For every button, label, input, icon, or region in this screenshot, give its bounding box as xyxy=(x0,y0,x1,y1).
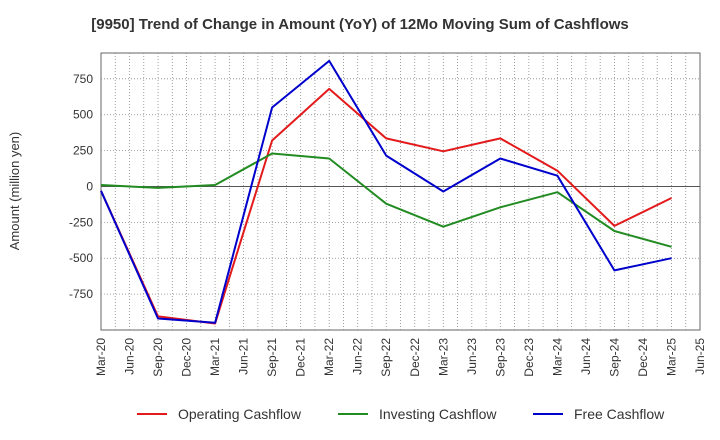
y-tick-label: -750 xyxy=(69,287,93,301)
x-tick-label: Dec-21 xyxy=(294,338,308,377)
y-tick-label: 0 xyxy=(86,179,93,193)
x-tick-label: Mar-23 xyxy=(436,338,450,376)
x-tick-label: Dec-22 xyxy=(408,338,422,377)
x-tick-label: Dec-23 xyxy=(522,338,536,377)
chart-title: [9950] Trend of Change in Amount (YoY) o… xyxy=(91,16,629,33)
x-tick-label: Dec-24 xyxy=(636,338,650,377)
x-tick-label: Sep-21 xyxy=(265,338,279,377)
grid-layer xyxy=(100,52,701,331)
x-tick-label: Sep-20 xyxy=(151,338,165,377)
y-tick-label: 500 xyxy=(73,108,93,122)
x-tick-label: Jun-21 xyxy=(237,338,251,375)
axis-layer: 750 500 250 0 -250 -500 -750 Mar-20 Jun-20 Sep-20… xyxy=(69,72,707,377)
legend-label-operating-cashflow: Operating Cashflow xyxy=(178,406,302,422)
legend-label-investing-cashflow: Investing Cashflow xyxy=(379,406,497,422)
series-line-investing-cashflow xyxy=(100,152,672,248)
legend: Operating Cashflow Investing Cashflow Free… xyxy=(137,406,665,422)
x-tick-label: Jun-22 xyxy=(351,338,365,375)
x-tick-label: Mar-25 xyxy=(664,338,678,376)
series-line-free-cashflow xyxy=(100,59,672,324)
x-tick-label: Jun-24 xyxy=(579,338,593,375)
x-tick-label: Sep-22 xyxy=(379,338,393,377)
x-tick-label: Dec-20 xyxy=(180,338,194,377)
x-tick-label: Mar-22 xyxy=(322,338,336,376)
x-tick-label: Jun-25 xyxy=(693,338,707,375)
x-tick-label: Jun-20 xyxy=(123,338,137,375)
y-tick-label: 750 xyxy=(73,72,93,86)
x-tick-label: Mar-24 xyxy=(550,338,564,376)
y-tick-label: -250 xyxy=(69,215,93,229)
x-tick-label: Sep-24 xyxy=(607,338,621,377)
series-layer xyxy=(100,59,672,325)
x-tick-label: Sep-23 xyxy=(493,338,507,377)
y-axis-label: Amount (million yen) xyxy=(7,132,22,251)
x-tick-label: Mar-21 xyxy=(208,338,222,376)
legend-label-free-cashflow: Free Cashflow xyxy=(574,406,665,422)
y-tick-label: -500 xyxy=(69,251,93,265)
y-tick-label: 250 xyxy=(73,144,93,158)
x-tick-label: Mar-20 xyxy=(94,338,108,376)
x-tick-label: Jun-23 xyxy=(465,338,479,375)
